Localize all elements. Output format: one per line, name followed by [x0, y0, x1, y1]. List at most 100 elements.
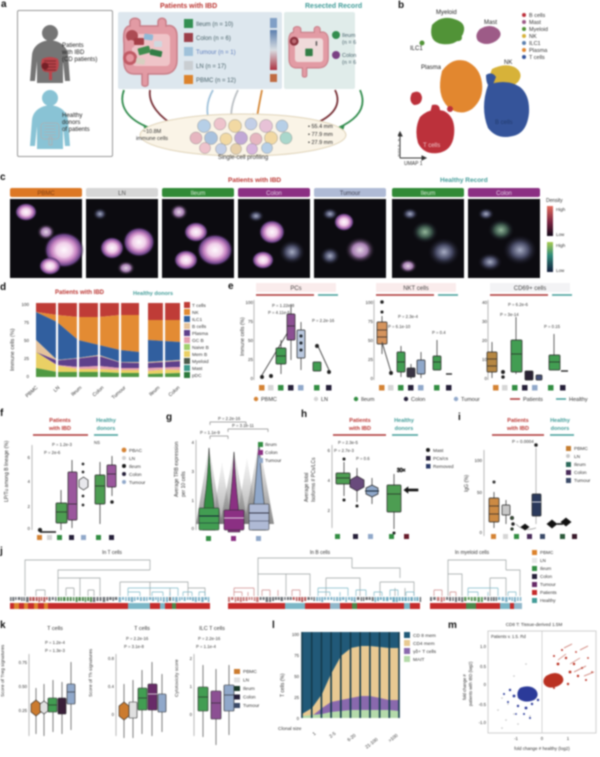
svg-text:0.75: 0.75 [19, 660, 28, 665]
svg-text:Mast: Mast [529, 20, 541, 26]
svg-text:4: 4 [191, 440, 194, 445]
svg-text:50: 50 [477, 490, 483, 495]
svg-text:P = 2.2e-16: P = 2.2e-16 [198, 636, 221, 641]
svg-text:Tumour: Tumour [265, 458, 282, 464]
svg-text:Healthy: Healthy [394, 418, 415, 424]
svg-text:Ileum: Ileum [574, 462, 586, 468]
svg-text:• 27.9 mm: • 27.9 mm [308, 140, 333, 146]
svg-text:P = 1.2e-3: P = 1.2e-3 [52, 442, 72, 447]
svg-text:10: 10 [482, 357, 488, 362]
svg-text:donors: donors [395, 426, 414, 432]
svg-text:Plasma: Plasma [421, 65, 442, 71]
svg-text:100: 100 [365, 300, 373, 305]
svg-text:Colon: Colon [243, 695, 256, 701]
svg-text:-1: -1 [514, 736, 518, 741]
svg-text:40: 40 [482, 300, 488, 305]
svg-text:75: 75 [368, 319, 374, 324]
svg-text:100: 100 [245, 300, 253, 305]
svg-text:PCs: PCs [290, 286, 301, 292]
svg-text:Tumour: Tumour [340, 191, 360, 197]
svg-text:IgG (%): IgG (%) [464, 474, 470, 492]
svg-text:Mast: Mast [484, 20, 497, 26]
svg-text:75: 75 [248, 319, 254, 324]
svg-text:-1.0: -1.0 [479, 720, 487, 725]
svg-text:4: 4 [327, 478, 330, 483]
svg-text:NKT cells: NKT cells [403, 286, 429, 292]
svg-text:PBMC (n = 12): PBMC (n = 12) [196, 78, 236, 84]
svg-text:PBMC: PBMC [37, 191, 55, 197]
svg-text:Myeloid: Myeloid [192, 359, 209, 365]
svg-text:PBMC: PBMC [574, 446, 588, 452]
svg-text:50: 50 [368, 338, 374, 343]
svg-text:Tumour: Tumour [129, 480, 146, 486]
svg-text:P = 0.6: P = 0.6 [356, 456, 370, 461]
svg-text:with IBD: with IBD [506, 426, 529, 432]
svg-text:P = 1.2e-4: P = 1.2e-4 [45, 640, 65, 645]
svg-text:B cells: B cells [192, 324, 207, 330]
svg-text:Ileum: Ileum [243, 686, 255, 692]
svg-text:PBMC: PBMC [25, 385, 40, 399]
svg-text:Ileum: Ileum [148, 385, 161, 398]
svg-text:Colon: Colon [266, 191, 282, 197]
svg-text:100: 100 [474, 458, 482, 463]
svg-text:with IBD: with IBD [48, 426, 71, 432]
svg-text:Naive B: Naive B [192, 345, 209, 351]
svg-text:Ileum (n = 10): Ileum (n = 10) [196, 22, 233, 28]
svg-text:Myeloid: Myeloid [436, 10, 457, 16]
svg-text:P = 6.1e-10: P = 6.1e-10 [388, 324, 411, 329]
svg-text:P = 0.15: P = 0.15 [544, 324, 561, 329]
svg-text:Healthy: Healthy [550, 418, 571, 424]
svg-text:Colon: Colon [92, 385, 106, 398]
svg-text:3: 3 [191, 469, 194, 474]
svg-text:T cells: T cells [47, 626, 63, 632]
svg-text:Mast: Mast [433, 448, 444, 454]
svg-text:ILC T cells: ILC T cells [199, 626, 225, 632]
svg-text:• 55.4 mm: • 55.4 mm [308, 124, 333, 130]
svg-text:GC B: GC B [192, 338, 204, 344]
svg-text:with IBD: with IBD [348, 426, 371, 432]
svg-text:Ileum: Ileum [129, 464, 141, 470]
svg-text:Patients v. 1.5. Rd: Patients v. 1.5. Rd [491, 634, 526, 639]
svg-text:~10.8M: ~10.8M [143, 129, 162, 135]
svg-text:0: 0 [297, 716, 300, 721]
svg-text:Colon: Colon [574, 470, 587, 476]
svg-text:Colon: Colon [496, 191, 512, 197]
svg-text:PBMC: PBMC [243, 669, 257, 675]
svg-text:0.5: 0.5 [480, 664, 487, 669]
svg-text:Ileum: Ileum [342, 33, 356, 39]
svg-text:MAIT: MAIT [413, 657, 425, 663]
svg-text:25: 25 [368, 357, 374, 362]
svg-text:1: 1 [190, 684, 193, 689]
svg-text:1: 1 [567, 736, 570, 741]
svg-text:0: 0 [190, 712, 193, 717]
svg-text:Ileum: Ileum [540, 566, 551, 571]
svg-text:Single-cell profiling: Single-cell profiling [218, 155, 268, 161]
svg-text:Score of Th signatures: Score of Th signatures [88, 648, 94, 697]
svg-text:In T cells: In T cells [102, 550, 122, 556]
svg-text:25: 25 [294, 695, 299, 700]
svg-text:Ileum: Ileum [70, 385, 83, 398]
svg-text:NK: NK [192, 310, 199, 316]
svg-text:(n = 6): (n = 6) [342, 40, 356, 46]
svg-text:Density: Density [546, 198, 563, 204]
svg-text:High: High [556, 243, 566, 248]
svg-text:0: 0 [191, 526, 194, 531]
svg-text:0.50: 0.50 [19, 684, 28, 689]
svg-text:per 10 cells: per 10 cells [181, 471, 187, 497]
svg-text:Ileum: Ileum [265, 442, 277, 448]
svg-text:Average TRB expression: Average TRB expression [174, 441, 180, 497]
svg-text:25: 25 [248, 357, 254, 362]
svg-text:P = 2.3e-4: P = 2.3e-4 [398, 314, 418, 319]
svg-text:21-100: 21-100 [364, 737, 379, 750]
svg-text:Average total: Average total [304, 473, 310, 502]
svg-text:Colon: Colon [129, 472, 142, 478]
svg-text:γδ+ T cells: γδ+ T cells [413, 649, 437, 655]
svg-text:PBMC: PBMC [261, 397, 277, 403]
svg-text:CD69+ cells: CD69+ cells [514, 286, 547, 292]
svg-text:6-20: 6-20 [346, 733, 357, 743]
svg-text:P = 3e-14: P = 3e-14 [500, 312, 519, 317]
svg-text:T cells: T cells [192, 303, 206, 309]
svg-text:0: 0 [479, 530, 482, 535]
svg-text:NS: NS [94, 440, 100, 445]
svg-text:0.25: 0.25 [19, 708, 28, 713]
